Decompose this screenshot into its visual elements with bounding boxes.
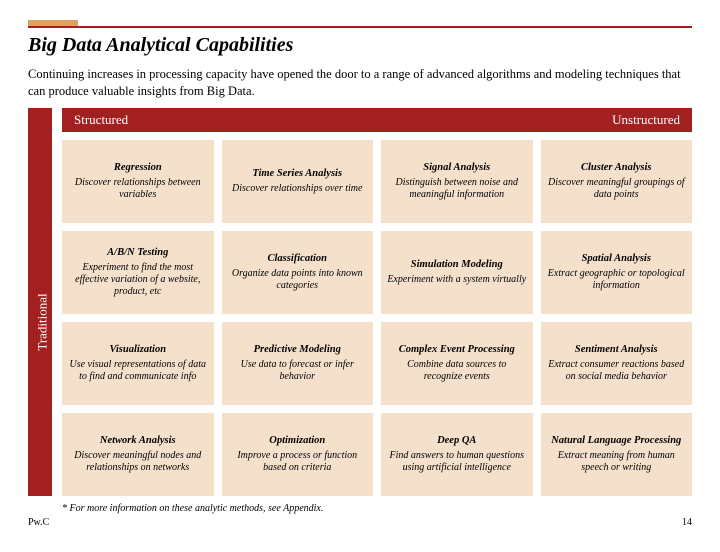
cell-desc: Experiment to find the most effective va… [68, 262, 208, 298]
cell-title: Cluster Analysis [581, 162, 652, 175]
cell-title: Sentiment Analysis [575, 344, 658, 357]
grid-cell: Time Series Analysis Discover relationshi… [222, 140, 374, 223]
grid-cell: Regression Discover relationships between… [62, 140, 214, 223]
grid-cell: Deep QA Find answers to human questions u… [381, 413, 533, 496]
cell-desc: Experiment with a system virtually [387, 274, 526, 286]
grid-cell: Visualization Use visual representations … [62, 322, 214, 405]
cell-desc: Extract geographic or topological inform… [547, 268, 687, 292]
cell-title: Optimization [269, 435, 325, 448]
grid-cell: Classification Organize data points into … [222, 231, 374, 314]
row-axis-bar: Traditional Emerging [28, 108, 52, 496]
cell-title: Spatial Analysis [582, 253, 651, 266]
cell-title: Predictive Modeling [254, 344, 341, 357]
cell-desc: Use visual representations of data to fi… [68, 359, 208, 383]
grid-cell: Simulation Modeling Experiment with a sys… [381, 231, 533, 314]
cell-desc: Discover meaningful groupings of data po… [547, 177, 687, 201]
grid-cell: A/B/N Testing Experiment to find the most… [62, 231, 214, 314]
cell-title: Signal Analysis [423, 162, 490, 175]
grid-cell: Cluster Analysis Discover meaningful grou… [541, 140, 693, 223]
cell-title: Network Analysis [100, 435, 176, 448]
cell-desc: Discover relationships between variables [68, 177, 208, 201]
cell-title: Complex Event Processing [399, 344, 515, 357]
cell-title: Time Series Analysis [252, 168, 342, 181]
cell-desc: Extract meaning from human speech or wri… [547, 450, 687, 474]
cell-desc: Organize data points into known categori… [228, 268, 368, 292]
grid-cell: Optimization Improve a process or functio… [222, 413, 374, 496]
grid-cell: Predictive Modeling Use data to forecast … [222, 322, 374, 405]
cell-title: Deep QA [437, 435, 476, 448]
cell-title: Regression [114, 162, 162, 175]
cell-title: Simulation Modeling [411, 259, 503, 272]
cell-title: Visualization [109, 344, 166, 357]
grid-cell: Sentiment Analysis Extract consumer react… [541, 322, 693, 405]
grid-cell: Signal Analysis Distinguish between noise… [381, 140, 533, 223]
page-title: Big Data Analytical Capabilities [28, 34, 293, 57]
grid-cell: Complex Event Processing Combine data sou… [381, 322, 533, 405]
cell-desc: Extract consumer reactions based on soci… [547, 359, 687, 383]
header-right-label: Unstructured [612, 112, 680, 128]
grid-cell: Natural Language Processing Extract meani… [541, 413, 693, 496]
cell-title: A/B/N Testing [107, 247, 168, 260]
cell-desc: Distinguish between noise and meaningful… [387, 177, 527, 201]
cell-desc: Combine data sources to recognize events [387, 359, 527, 383]
cell-desc: Discover meaningful nodes and relationsh… [68, 450, 208, 474]
footnote: * For more information on these analytic… [62, 503, 323, 514]
page-subtitle: Continuing increases in processing capac… [28, 66, 692, 100]
grid-cell: Network Analysis Discover meaningful node… [62, 413, 214, 496]
axis-label-traditional: Traditional [35, 293, 51, 350]
cell-title: Classification [267, 253, 327, 266]
column-axis-bar: Structured Unstructured [62, 108, 692, 132]
top-rule [28, 26, 692, 28]
page-number: 14 [682, 517, 692, 528]
capability-grid: Regression Discover relationships between… [62, 140, 692, 496]
cell-desc: Improve a process or function based on c… [228, 450, 368, 474]
brand-label: Pw.C [28, 517, 49, 528]
grid-cell: Spatial Analysis Extract geographic or to… [541, 231, 693, 314]
header-left-label: Structured [74, 112, 128, 128]
cell-desc: Discover relationships over time [232, 183, 362, 195]
cell-desc: Use data to forecast or infer behavior [228, 359, 368, 383]
cell-desc: Find answers to human questions using ar… [387, 450, 527, 474]
cell-title: Natural Language Processing [551, 435, 681, 448]
